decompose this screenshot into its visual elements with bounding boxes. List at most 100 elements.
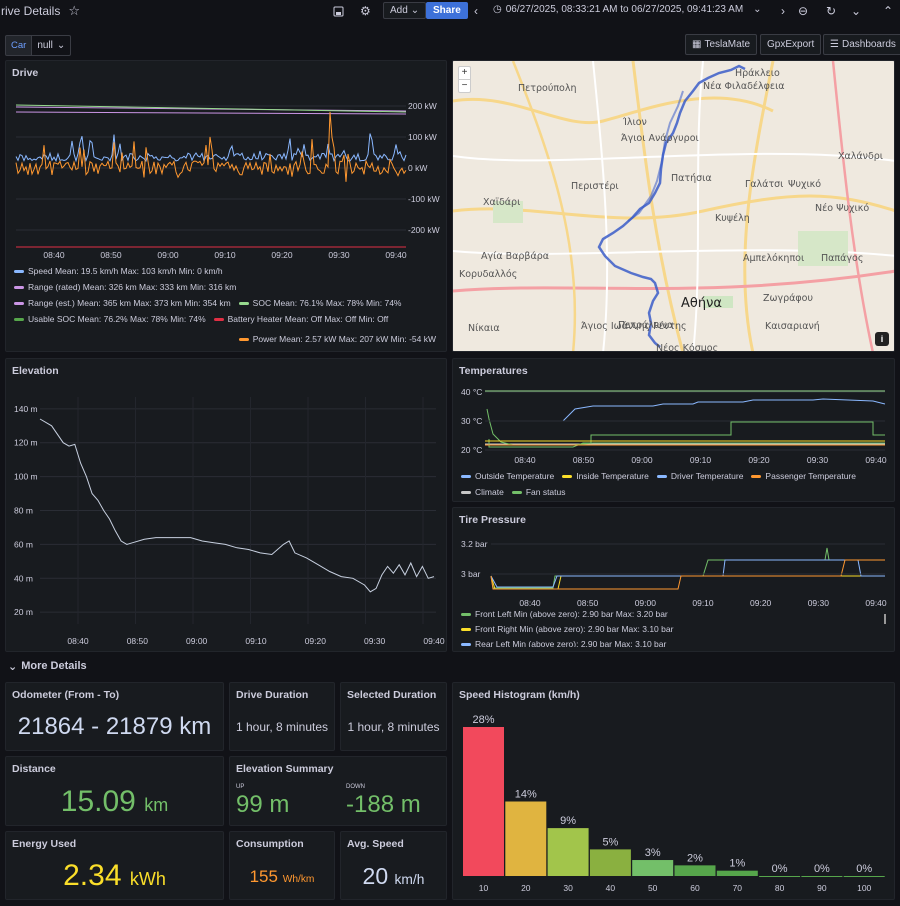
histogram-bar[interactable] bbox=[716, 870, 758, 876]
histogram-bar-label: 2% bbox=[687, 852, 703, 864]
elevation-y-tick: 120 m bbox=[14, 438, 38, 448]
menu-icon: ☰ bbox=[830, 39, 839, 50]
legend-item[interactable]: Power Mean: 2.57 kW Max: 207 kW Min: -54… bbox=[238, 332, 436, 347]
histogram-bar[interactable] bbox=[843, 876, 885, 877]
avg-speed-stat: 20 km/h bbox=[341, 863, 446, 890]
zoom-in-button[interactable]: + bbox=[459, 67, 470, 80]
chevron-left-icon[interactable]: ‹ bbox=[474, 4, 478, 18]
histogram-bar[interactable] bbox=[759, 876, 801, 877]
legend-label: Inside Temperature bbox=[576, 471, 649, 481]
save-icon[interactable] bbox=[333, 6, 344, 17]
car-label: Car bbox=[5, 35, 33, 56]
dashboards-link[interactable]: ☰ Dashboards bbox=[823, 34, 900, 55]
legend-label: Usable SOC Mean: 76.2% Max: 78% Min: 74% bbox=[28, 314, 206, 324]
apps-icon: ▦ bbox=[692, 39, 702, 50]
outside-temp-line bbox=[485, 398, 886, 422]
drive-y-tick: 100 kW bbox=[408, 132, 437, 142]
legend-item[interactable]: SOC Mean: 76.1% Max: 78% Min: 74% bbox=[238, 296, 402, 311]
legend-swatch bbox=[14, 270, 24, 273]
legend-item[interactable]: Passenger Temperature bbox=[751, 469, 856, 484]
histogram-bar-label: 3% bbox=[645, 847, 661, 859]
histogram-bar-label: 0% bbox=[814, 863, 830, 875]
elev-up-value: 99 m bbox=[236, 791, 290, 818]
map-zoom-control: + − bbox=[458, 66, 471, 93]
legend-item[interactable]: Outside Temperature bbox=[461, 469, 554, 484]
legend-item[interactable]: Driver Temperature bbox=[656, 469, 743, 484]
chevron-up-icon[interactable]: ⌃ bbox=[883, 4, 894, 18]
tire-pressure-legend: Front Left Min (above zero): 2.90 bar Ma… bbox=[461, 607, 881, 647]
histogram-bar[interactable] bbox=[505, 801, 547, 877]
elevation-y-tick: 20 m bbox=[14, 607, 33, 617]
histogram-bar[interactable] bbox=[463, 727, 504, 876]
drive-title: Drive bbox=[12, 67, 39, 79]
histogram-bar[interactable] bbox=[589, 849, 631, 876]
teslamate-link[interactable]: ▦ TeslaMate bbox=[685, 34, 758, 55]
histogram-bar[interactable] bbox=[801, 876, 843, 877]
legend-swatch bbox=[461, 475, 471, 478]
histogram-x-tick: 70 bbox=[733, 883, 743, 893]
histogram-x-tick: 40 bbox=[606, 883, 616, 893]
elevation-x-tick: 09:20 bbox=[305, 636, 327, 646]
temperatures-x-tick: 09:30 bbox=[807, 455, 829, 465]
legend-item[interactable]: Climate bbox=[461, 485, 504, 500]
zoom-out-icon[interactable]: ⊖ bbox=[798, 4, 809, 18]
elevation-x-tick: 09:10 bbox=[245, 636, 267, 646]
star-icon[interactable]: ☆ bbox=[68, 3, 81, 18]
legend-item[interactable]: Front Left Min (above zero): 2.90 bar Ma… bbox=[461, 607, 873, 622]
legend-item[interactable]: Inside Temperature bbox=[562, 469, 649, 484]
legend-label: Passenger Temperature bbox=[765, 471, 856, 481]
legend-item[interactable]: Front Right Min (above zero): 2.90 bar M… bbox=[461, 622, 873, 637]
drive-duration-title: Drive Duration bbox=[236, 689, 309, 701]
chevron-right-icon[interactable]: › bbox=[781, 4, 785, 18]
map[interactable]: Πετρούπολη Ηράκλειο Νέα Φιλαδέλφεια Ίλιον Άγ… bbox=[453, 61, 895, 352]
map-info-button[interactable]: i bbox=[875, 332, 889, 346]
legend-item[interactable]: Range (est.) Mean: 365 km Max: 373 km Mi… bbox=[14, 296, 231, 311]
histogram-bar[interactable] bbox=[632, 860, 674, 876]
legend-swatch bbox=[461, 491, 471, 494]
elevation-y-tick: 140 m bbox=[14, 404, 38, 414]
refresh-icon[interactable]: ↻ bbox=[826, 4, 837, 18]
add-button[interactable]: Add ⌄ bbox=[383, 2, 427, 19]
histogram-x-tick: 50 bbox=[648, 883, 658, 893]
legend-item[interactable]: Usable SOC Mean: 76.2% Max: 78% Min: 74% bbox=[14, 312, 206, 327]
legend-label: Outside Temperature bbox=[475, 471, 555, 481]
gpxexport-link[interactable]: GpxExport bbox=[760, 34, 822, 55]
tire-pressure-title: Tire Pressure bbox=[459, 514, 526, 526]
range-rated-line bbox=[15, 111, 407, 115]
car-select[interactable]: null ⌄ bbox=[32, 35, 72, 56]
legend-item[interactable]: Fan status bbox=[511, 485, 566, 500]
energy-used-title: Energy Used bbox=[12, 838, 77, 850]
drive-chart: 200 kW 100 kW 0 kW -100 kW -200 kW 08:40 08:5… bbox=[15, 101, 440, 260]
legend-label: Climate bbox=[475, 487, 504, 497]
legend-item[interactable]: Rear Left Min (above zero): 2.90 bar Max… bbox=[461, 637, 873, 647]
histogram-bar[interactable] bbox=[674, 865, 716, 876]
scrollbar[interactable] bbox=[884, 614, 886, 624]
legend-item[interactable]: Speed Mean: 19.5 km/h Max: 103 km/h Min:… bbox=[14, 264, 223, 279]
more-details-row[interactable]: ⌄ More Details bbox=[8, 660, 87, 673]
legend-swatch bbox=[213, 318, 224, 321]
legend-label: Range (est.) Mean: 365 km Max: 373 km Mi… bbox=[28, 298, 231, 308]
gear-icon[interactable]: ⚙ bbox=[360, 4, 371, 18]
legend-label: SOC Mean: 76.1% Max: 78% Min: 74% bbox=[252, 298, 402, 308]
speed-line bbox=[15, 133, 407, 163]
legend-item[interactable]: Battery Heater Mean: Off Max: Off Min: O… bbox=[213, 312, 388, 327]
time-range-picker[interactable]: ◷ 06/27/2025, 08:33:21 AM to 06/27/2025,… bbox=[493, 4, 762, 15]
drive-x-tick: 08:40 bbox=[43, 250, 65, 260]
chevron-down-icon[interactable]: ⌄ bbox=[851, 4, 862, 18]
consumption-title: Consumption bbox=[236, 838, 304, 850]
elevation-y-tick: 80 m bbox=[14, 506, 33, 516]
zoom-out-button[interactable]: − bbox=[461, 80, 468, 91]
elev-down-label: DOWN bbox=[346, 784, 365, 790]
map-place-label: Νίκαια bbox=[468, 323, 500, 334]
chevron-down-icon: ⌄ bbox=[410, 5, 420, 16]
power-line bbox=[15, 111, 407, 182]
map-place-label: Νέο Ψυχικό bbox=[815, 203, 869, 214]
map-place-label: Πατήσια bbox=[671, 173, 712, 184]
legend-swatch bbox=[751, 475, 762, 478]
share-button[interactable]: Share bbox=[426, 2, 468, 19]
histogram-bar[interactable] bbox=[547, 828, 589, 876]
tire-x-tick: 09:40 bbox=[865, 598, 887, 608]
route-line bbox=[597, 64, 746, 348]
drive-x-tick: 09:10 bbox=[214, 250, 236, 260]
legend-item[interactable]: Range (rated) Mean: 326 km Max: 333 km M… bbox=[14, 280, 236, 295]
